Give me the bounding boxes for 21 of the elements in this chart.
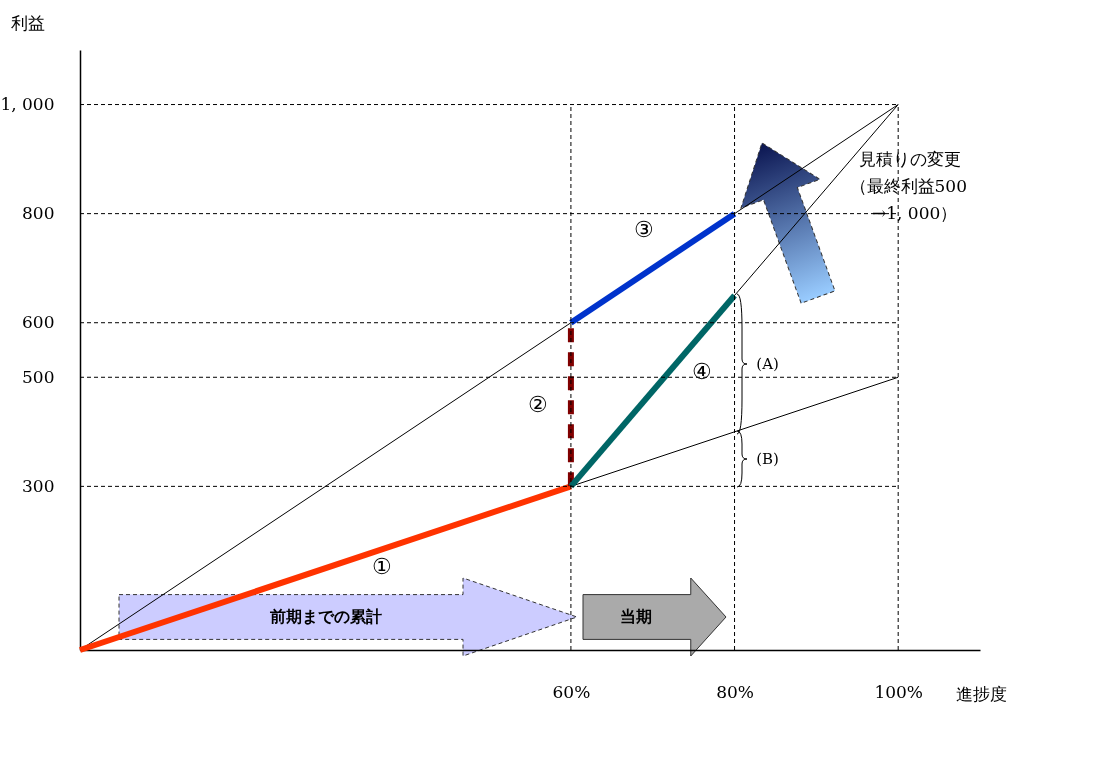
x-axis-title: 進捗度 — [955, 683, 1007, 704]
annotation: ② — [528, 391, 549, 417]
y-axis-title: 利益 — [10, 12, 45, 33]
y-tick-label: 500 — [22, 366, 55, 387]
y-tick-label: 300 — [22, 475, 55, 496]
y-tick-label: 800 — [22, 203, 55, 224]
y-tick-label: 1, 000 — [0, 94, 55, 115]
x-tick-label: 60% — [552, 681, 591, 702]
y-tick-label: 600 — [22, 312, 55, 333]
annotation: ③ — [634, 217, 655, 242]
annotation: ① — [372, 554, 393, 580]
x-tick-label: 100% — [874, 681, 923, 702]
annotation: (A) — [756, 354, 779, 373]
annotation: 見積りの変更 — [858, 149, 961, 169]
annotation: 当期 — [620, 607, 653, 626]
annotation: (B) — [756, 450, 779, 469]
x-tick-label: 80% — [716, 681, 754, 702]
annotation: →1, 000） — [872, 203, 958, 223]
annotation: 前期までの累計 — [268, 607, 382, 626]
annotation: ④ — [691, 358, 712, 384]
annotation: （最終利益500 — [849, 176, 967, 196]
